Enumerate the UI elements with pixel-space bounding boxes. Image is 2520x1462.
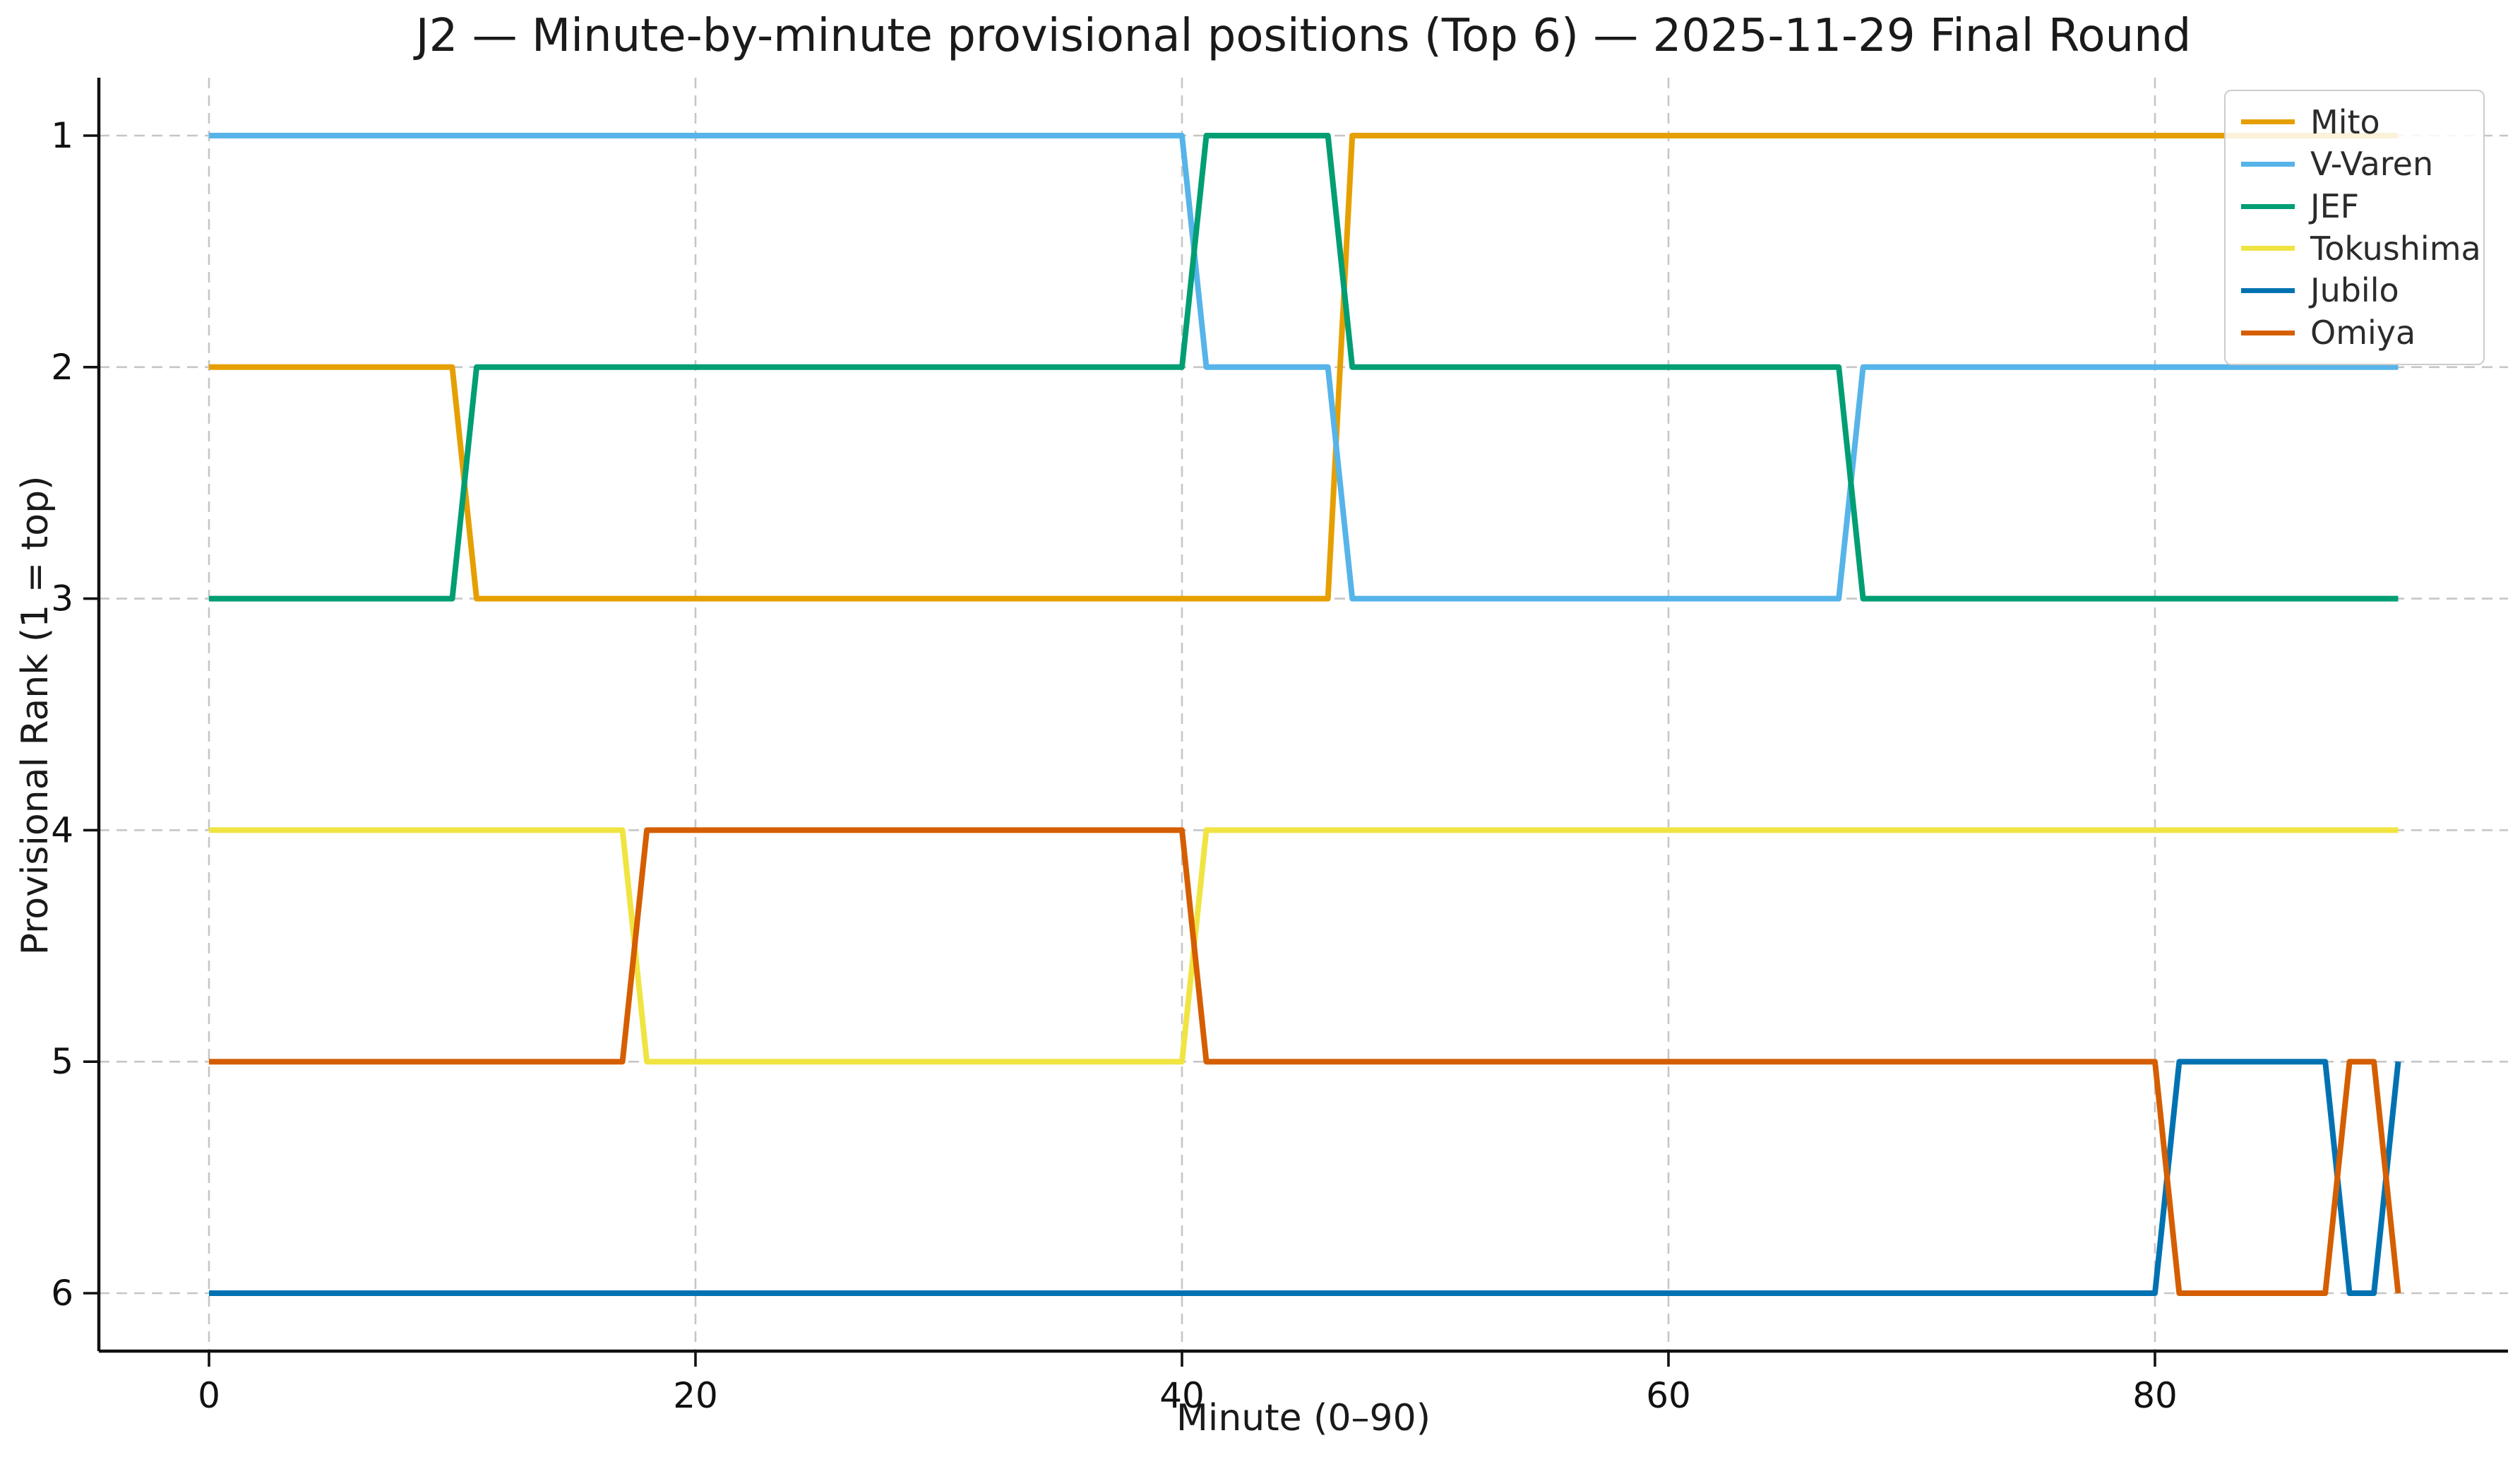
legend-line-swatch [2241,161,2295,167]
legend-entry: Mito [2233,102,2476,142]
x-tick-label: 0 [198,1375,220,1416]
legend-entry: V-Varen [2233,144,2476,184]
y-tick-label: 1 [51,115,73,156]
series-line-v-varen [209,133,2399,602]
y-axis-label: Provisional Rank (1 = top) [14,475,56,956]
y-tick-label: 3 [51,578,73,619]
y-tick-label: 6 [51,1273,73,1314]
legend-entry-label: Omiya [2310,314,2416,352]
legend-entry: Jubilo [2233,271,2476,310]
series-line-jubilo [209,1059,2401,1296]
x-tick-label: 60 [1646,1375,1691,1416]
legend-line-swatch [2241,203,2295,209]
x-axis-label: Minute (0–90) [1176,1397,1431,1439]
legend-line-swatch [2241,330,2295,335]
legend-entry-label: Mito [2310,102,2380,141]
x-tick-label: 40 [1159,1375,1205,1416]
series-line-tokushima [209,827,2399,1065]
y-tick-label: 4 [51,809,73,850]
y-tick-label: 5 [51,1041,73,1082]
series-line-mito [209,133,2399,602]
chart-title: J2 — Minute-by-minute provisional positi… [415,10,2192,62]
legend-entry-label: Tokushima [2310,229,2481,268]
x-tick-label: 20 [673,1375,718,1416]
legend: Mito V-Varen JEF Tokushima Jubilo Omiya [2224,90,2485,365]
series-line-jef [209,133,2399,602]
x-tick-label: 80 [2132,1375,2178,1416]
legend-entry: JEF [2233,186,2476,226]
legend-line-swatch [2241,119,2295,125]
legend-entry-label: Jubilo [2310,271,2399,310]
legend-line-swatch [2241,287,2295,293]
legend-entry-label: V-Varen [2310,145,2434,184]
y-tick-label: 2 [51,347,73,388]
legend-entry-label: JEF [2310,187,2360,226]
series-line-omiya [209,827,2401,1296]
legend-entry: Tokushima [2233,229,2481,268]
legend-line-swatch [2241,246,2295,251]
legend-entry: Omiya [2233,313,2476,352]
